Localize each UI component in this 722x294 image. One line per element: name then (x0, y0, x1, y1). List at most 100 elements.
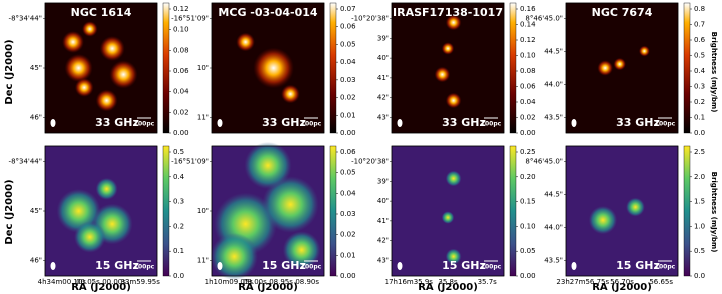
colorbar-tick-label: 0.5 (694, 52, 705, 60)
colorbar-tick-label: 0.07 (340, 5, 356, 13)
image-frame (565, 2, 679, 134)
frequency-label: 15 GHz (95, 259, 139, 272)
beam (217, 119, 223, 127)
emission (282, 231, 321, 269)
colorbar-tick-label: 0.02 (173, 108, 189, 116)
colorbar (329, 145, 337, 277)
colorbar-tick-label: 0.02 (340, 231, 356, 239)
colorbar-tick-label: 0.00 (520, 129, 536, 137)
emission (441, 211, 455, 224)
frequency-label: 33 GHz (442, 116, 486, 129)
scale-label: 100pc (301, 121, 322, 128)
image-frame (391, 2, 505, 134)
emission (445, 92, 462, 109)
frequency-label: 15 GHz (616, 259, 660, 272)
frequency-label: 15 GHz (442, 259, 486, 272)
x-tick-label: 00.05s (76, 278, 100, 286)
emission (626, 197, 645, 217)
emission (74, 78, 94, 97)
colorbar-tick-label: 0.14 (520, 21, 536, 29)
colorbar-tick-label: 0.01 (340, 251, 356, 259)
frequency-label: 15 GHz (262, 259, 306, 272)
colorbar (683, 145, 691, 277)
y-tick-label: 44.0" (544, 223, 563, 231)
colorbar-tick-label: 0.3 (694, 83, 705, 91)
colorbar-tick-label: 0.04 (340, 58, 356, 66)
colorbar-tick-label: 1.5 (694, 198, 705, 206)
beam (571, 119, 577, 127)
y-tick-label: -8°34'44" (9, 15, 42, 23)
emission (253, 47, 294, 89)
panel-title: IRASF17138-1017 (393, 6, 503, 19)
colorbar-tick-label: 0.20 (520, 173, 536, 181)
y-tick-label: 45" (30, 64, 42, 72)
y-axis-label: Dec (J2000) (4, 179, 15, 244)
emission (445, 170, 462, 187)
scale-label: 100pc (134, 264, 155, 271)
emission (613, 57, 627, 71)
emission (262, 176, 319, 233)
frequency-label: 33 GHz (616, 116, 660, 129)
colorbar-tick-label: 0.02 (520, 114, 536, 122)
image-frame (565, 145, 679, 277)
y-tick-label: 46" (30, 113, 42, 121)
x-tick-label: 35.7s (478, 278, 498, 286)
beam (571, 262, 577, 270)
x-tick-label: 56.65s (649, 278, 673, 286)
y-tick-label: -10°20'38" (351, 158, 389, 166)
beam (50, 262, 56, 270)
y-tick-label: 40" (377, 54, 389, 62)
colorbar-tick-label: 0.0 (694, 129, 705, 137)
colorbar (329, 2, 337, 134)
colorbar-tick-label: 0.04 (520, 98, 536, 106)
y-tick-label: 42" (377, 94, 389, 102)
scale-label: 100pc (481, 264, 502, 271)
emission (597, 60, 614, 76)
image (565, 145, 679, 277)
colorbar-tick-label: 0.08 (520, 67, 536, 75)
y-tick-label: 10" (197, 64, 209, 72)
y-tick-label: 44.0" (544, 80, 563, 88)
frequency-label: 33 GHz (262, 116, 306, 129)
emission (99, 35, 125, 62)
y-tick-label: 11" (197, 256, 209, 264)
colorbar-tick-label: 0.25 (520, 148, 536, 156)
emission (95, 89, 118, 112)
x-tick-label: 08.90s (295, 278, 319, 286)
emission (81, 21, 98, 37)
colorbar-tick-label: 0.05 (520, 247, 536, 255)
colorbar-tick-label: 0.0 (694, 272, 705, 280)
x-tick-label: 4h34m00.10s (38, 278, 87, 286)
y-tick-label: 43" (377, 113, 389, 121)
x-tick-label: 08.95s (269, 278, 293, 286)
y-tick-label: 43.5" (544, 113, 563, 121)
scale-label: 100pc (655, 121, 676, 128)
emission (210, 232, 258, 281)
colorbar-tick-label: 0.00 (340, 272, 356, 280)
colorbar-tick-label: 0.8 (694, 5, 705, 13)
colorbar-tick-label: 0.10 (173, 26, 189, 34)
y-tick-label: 39" (377, 177, 389, 185)
colorbar-tick-label: 0.3 (173, 198, 184, 206)
colorbar-tick-label: 0.00 (520, 272, 536, 280)
colorbar-tick-label: 0.05 (340, 40, 356, 48)
colorbar-tick-label: 0.5 (173, 148, 184, 156)
x-axis-label: RA (J2000) (71, 282, 131, 293)
y-tick-label: 11" (197, 113, 209, 121)
emission (64, 53, 93, 83)
y-tick-label: 44.5" (544, 48, 563, 56)
colorbar-tick-label: 0.1 (173, 247, 184, 255)
colorbar-tick-label: 0.15 (520, 198, 536, 206)
emission (445, 14, 462, 31)
colorbar-tick-label: 0.5 (694, 247, 705, 255)
colorbar-tick-label: 0.12 (173, 5, 189, 13)
colorbar-tick-label: 0.03 (340, 210, 356, 218)
x-tick-label: 23h27m56.75s (556, 278, 609, 286)
emission (109, 60, 138, 89)
emission (434, 66, 451, 83)
colorbar-tick-label: 0.02 (340, 94, 356, 102)
emission (74, 221, 106, 253)
scale-label: 100pc (134, 121, 155, 128)
x-tick-label: 17h16m35.9s (385, 278, 434, 286)
